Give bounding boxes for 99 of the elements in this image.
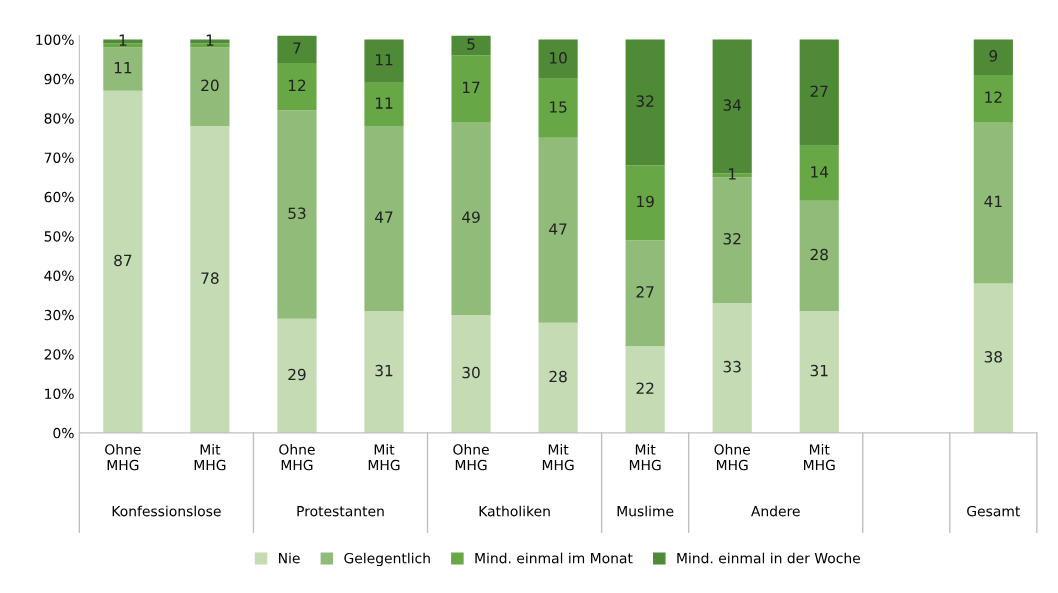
- bar: [538, 322, 578, 433]
- data-label: 28: [549, 370, 567, 383]
- x-tick-label: Ohne MHG: [105, 444, 141, 471]
- data-label: 11: [114, 62, 132, 74]
- data-label: 27: [636, 286, 654, 298]
- bar: [364, 310, 404, 433]
- x-tick-label: Mit MHG: [368, 444, 400, 471]
- text: Katholiken: [479, 505, 550, 517]
- data-label: 27: [810, 85, 828, 97]
- text: Gesamt: [967, 505, 1020, 517]
- x-tick-label: Mit MHG: [804, 444, 835, 471]
- data-label: 32: [723, 233, 741, 245]
- bar: [973, 283, 1013, 433]
- x-tick-label: Ohne MHG: [453, 444, 489, 471]
- data-label: 9: [989, 50, 998, 62]
- text: Andere: [751, 505, 800, 517]
- bar: [625, 39, 665, 166]
- bar: [103, 90, 143, 433]
- y-tick-label: 10%: [45, 388, 74, 400]
- data-label: 10: [550, 52, 567, 64]
- bar: [364, 39, 404, 83]
- legend-label: Mind. einmal in der Woche: [677, 552, 860, 564]
- data-label: 11: [375, 54, 393, 66]
- y-tick-label: 0%: [53, 427, 74, 439]
- data-label: 1: [729, 168, 736, 180]
- y-tick-label: 90%: [44, 73, 74, 85]
- legend-label: Nie: [279, 552, 300, 564]
- legend-label: Gelegentlich: [344, 552, 430, 567]
- text: Protestanten: [297, 506, 384, 517]
- y-tick-label: 70%: [44, 152, 74, 163]
- data-label: 78: [201, 272, 219, 284]
- data-label: 17: [463, 81, 480, 93]
- data-label: 34: [723, 99, 742, 111]
- bar: [799, 200, 839, 311]
- bar: [799, 39, 839, 146]
- bar: [451, 122, 491, 315]
- bar: [712, 303, 752, 433]
- data-label: 19: [637, 195, 654, 208]
- data-label: 12: [288, 79, 306, 91]
- y-tick-label: 30%: [44, 309, 74, 321]
- data-label: 41: [984, 195, 1002, 207]
- data-label: 33: [723, 360, 741, 373]
- bar: [277, 35, 317, 64]
- bar: [625, 240, 665, 347]
- data-label: 49: [462, 211, 480, 223]
- data-label: 5: [467, 38, 475, 50]
- bar: [538, 39, 578, 79]
- bar: [538, 137, 578, 323]
- bar: [973, 74, 1013, 123]
- data-label: 28: [810, 248, 828, 261]
- bar: [364, 126, 404, 311]
- x-tick-label: Mit MHG: [542, 444, 574, 471]
- bar: [277, 63, 317, 111]
- y-tick-label: 60%: [44, 191, 74, 203]
- x-tick-label: Mit MHG: [629, 444, 661, 471]
- y-tick-label: 20%: [44, 349, 74, 360]
- data-label: 15: [550, 101, 567, 113]
- data-label: 32: [636, 95, 654, 107]
- bar: [973, 39, 1013, 75]
- legend-label: Mind. einmal im Monat: [475, 552, 633, 564]
- bar: [973, 122, 1013, 284]
- data-label: 12: [985, 91, 1002, 103]
- bar: [799, 310, 839, 433]
- bar: [451, 314, 491, 433]
- data-label: 31: [375, 364, 393, 377]
- data-label: 22: [636, 382, 654, 394]
- data-label: 53: [288, 207, 306, 219]
- y-tick-label: 80%: [44, 113, 74, 124]
- data-label: 47: [375, 211, 393, 223]
- data-label: 7: [293, 42, 301, 54]
- data-label: 11: [375, 97, 393, 109]
- y-tick-label: 40%: [44, 270, 74, 282]
- bar: [190, 126, 230, 433]
- bar: [625, 165, 665, 241]
- data-label: 14: [811, 166, 829, 178]
- data-label: 47: [549, 223, 567, 235]
- bar: [799, 145, 839, 201]
- bar: [451, 35, 491, 56]
- bar: [451, 55, 491, 123]
- data-label: 87: [114, 254, 132, 267]
- bar: [277, 318, 317, 433]
- text: Muslime: [617, 505, 674, 517]
- x-tick-label: Ohne MHG: [279, 444, 315, 471]
- data-label: 30: [462, 366, 480, 379]
- x-tick-label: Mit MHG: [194, 444, 226, 471]
- text: Konfessionslose: [112, 505, 221, 517]
- bar: [538, 78, 578, 138]
- data-label: 20: [201, 79, 219, 92]
- y-tick-label: 100%: [36, 34, 74, 45]
- x-tick-label: Ohne MHG: [714, 444, 750, 471]
- data-label: 31: [810, 364, 828, 377]
- bar: [103, 47, 143, 91]
- data-label: 38: [984, 351, 1002, 363]
- data-label: 29: [288, 368, 306, 381]
- bar: [625, 346, 665, 433]
- y-tick-label: 50%: [44, 231, 74, 242]
- bar: [190, 47, 230, 127]
- bar: [364, 82, 404, 127]
- bar: [277, 110, 317, 319]
